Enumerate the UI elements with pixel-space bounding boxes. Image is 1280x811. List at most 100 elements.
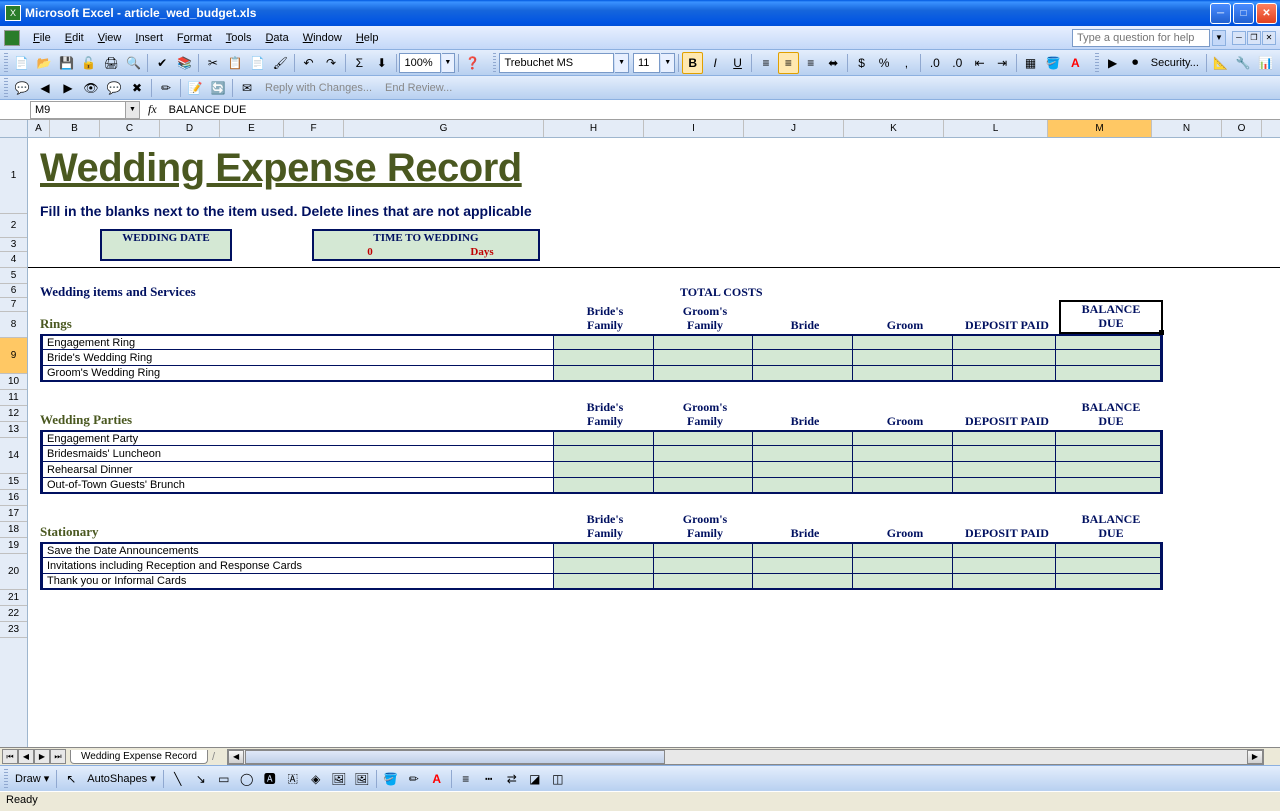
workbook-close-button[interactable]: ✕ [1262, 31, 1276, 45]
value-cell[interactable] [753, 432, 853, 445]
name-box[interactable]: M9 [30, 101, 126, 119]
value-cell[interactable] [853, 574, 953, 588]
close-button[interactable]: ✕ [1256, 3, 1277, 24]
value-cell[interactable] [853, 544, 953, 557]
reply-changes-button[interactable]: Reply with Changes... [259, 82, 378, 94]
show-all-comments-icon[interactable]: 💬 [103, 77, 125, 99]
toolbar-grip[interactable] [493, 53, 497, 73]
item-name-cell[interactable]: Bride's Wedding Ring [43, 350, 554, 365]
column-header[interactable]: F [284, 120, 344, 137]
value-cell[interactable] [753, 366, 853, 380]
record-macro-icon[interactable]: ⏺ [1124, 52, 1145, 74]
row-header[interactable]: 23 [0, 622, 27, 638]
row-header[interactable]: 1 [0, 138, 27, 214]
value-cell[interactable] [554, 574, 654, 588]
value-cell[interactable] [953, 544, 1057, 557]
value-cell[interactable] [554, 478, 654, 492]
value-cell[interactable] [853, 336, 953, 349]
value-cell[interactable] [654, 558, 754, 573]
horizontal-scrollbar[interactable]: ◀ ▶ [227, 749, 1264, 765]
currency-icon[interactable]: $ [851, 52, 872, 74]
align-center-icon[interactable]: ≡ [778, 52, 799, 74]
value-cell[interactable] [654, 544, 754, 557]
value-cell[interactable] [654, 366, 754, 380]
arrow-icon[interactable]: ↘ [190, 768, 212, 790]
row-header[interactable]: 21 [0, 590, 27, 606]
3d-icon[interactable]: ◫ [547, 768, 569, 790]
end-review-button[interactable]: End Review... [379, 82, 458, 94]
new-comment-icon[interactable]: 💬 [11, 77, 33, 99]
menu-window[interactable]: Window [296, 30, 349, 46]
draw-menu[interactable]: Draw ▾ [11, 772, 53, 785]
column-header[interactable]: B [50, 120, 100, 137]
value-cell[interactable] [554, 462, 654, 477]
menu-tools[interactable]: Tools [219, 30, 259, 46]
value-cell[interactable] [953, 574, 1057, 588]
row-header[interactable]: 18 [0, 522, 27, 538]
fill-color-draw-icon[interactable]: 🪣 [380, 768, 402, 790]
value-cell[interactable] [853, 478, 953, 492]
toolbar-grip[interactable] [4, 53, 8, 73]
line-color-icon[interactable]: ✏ [403, 768, 425, 790]
font-color-icon[interactable]: A [1065, 52, 1086, 74]
autoshapes-menu[interactable]: AutoShapes ▾ [83, 772, 160, 785]
value-cell[interactable] [853, 446, 953, 461]
security-button[interactable]: Security... [1147, 57, 1203, 69]
row-header[interactable]: 16 [0, 490, 27, 506]
item-name-cell[interactable]: Save the Date Announcements [43, 544, 554, 557]
dash-style-icon[interactable]: ┅ [478, 768, 500, 790]
value-cell[interactable] [953, 462, 1057, 477]
zoom-combo[interactable]: 100% [399, 53, 440, 73]
value-cell[interactable] [654, 574, 754, 588]
save-icon[interactable]: 💾 [56, 52, 77, 74]
value-cell[interactable] [853, 366, 953, 380]
line-icon[interactable]: ╲ [167, 768, 189, 790]
value-cell[interactable] [953, 432, 1057, 445]
spelling-icon[interactable]: ✔ [151, 52, 172, 74]
oval-icon[interactable]: ◯ [236, 768, 258, 790]
column-header[interactable]: N [1152, 120, 1222, 137]
item-name-cell[interactable]: Engagement Party [43, 432, 554, 445]
column-header[interactable]: J [744, 120, 844, 137]
value-cell[interactable] [554, 432, 654, 445]
value-cell[interactable] [753, 574, 853, 588]
redo-icon[interactable]: ↷ [320, 52, 341, 74]
value-cell[interactable] [853, 462, 953, 477]
workbook-restore-button[interactable]: ❐ [1247, 31, 1261, 45]
increase-decimal-icon[interactable]: .0 [924, 52, 945, 74]
new-doc-icon[interactable]: 📄 [11, 52, 32, 74]
row-header[interactable]: 13 [0, 422, 27, 438]
update-file-icon[interactable]: 🔄 [207, 77, 229, 99]
workbook-minimize-button[interactable]: ─ [1232, 31, 1246, 45]
copy-icon[interactable]: 📋 [225, 52, 246, 74]
column-header[interactable]: G [344, 120, 544, 137]
row-header[interactable]: 22 [0, 606, 27, 622]
value-cell[interactable] [753, 478, 853, 492]
value-cell[interactable] [953, 350, 1057, 365]
value-cell[interactable] [654, 462, 754, 477]
font-color-draw-icon[interactable]: A [426, 768, 448, 790]
row-header[interactable]: 9 [0, 338, 27, 374]
column-header[interactable]: C [100, 120, 160, 137]
tab-first-icon[interactable]: ⏮ [2, 749, 18, 764]
decrease-decimal-icon[interactable]: .0 [947, 52, 968, 74]
show-comment-icon[interactable]: 👁 [80, 77, 102, 99]
send-mail-icon[interactable]: ✉ [236, 77, 258, 99]
value-cell[interactable] [554, 336, 654, 349]
menu-edit[interactable]: Edit [58, 30, 91, 46]
control-toolbox-icon[interactable]: 🔧 [1232, 52, 1253, 74]
value-cell[interactable] [654, 350, 754, 365]
research-icon[interactable]: 📚 [174, 52, 195, 74]
clipart-icon[interactable]: 🖼 [328, 768, 350, 790]
wedding-date-value[interactable] [102, 245, 230, 259]
design-mode-icon[interactable]: 📊 [1255, 52, 1276, 74]
value-cell[interactable] [953, 336, 1057, 349]
menu-view[interactable]: View [91, 30, 129, 46]
item-name-cell[interactable]: Out-of-Town Guests' Brunch [43, 478, 554, 492]
toolbar-grip[interactable] [4, 769, 8, 789]
row-header[interactable]: 19 [0, 538, 27, 554]
paste-icon[interactable]: 📄 [247, 52, 268, 74]
value-cell[interactable] [654, 336, 754, 349]
value-cell[interactable] [1056, 336, 1160, 349]
tab-last-icon[interactable]: ⏭ [50, 749, 66, 764]
